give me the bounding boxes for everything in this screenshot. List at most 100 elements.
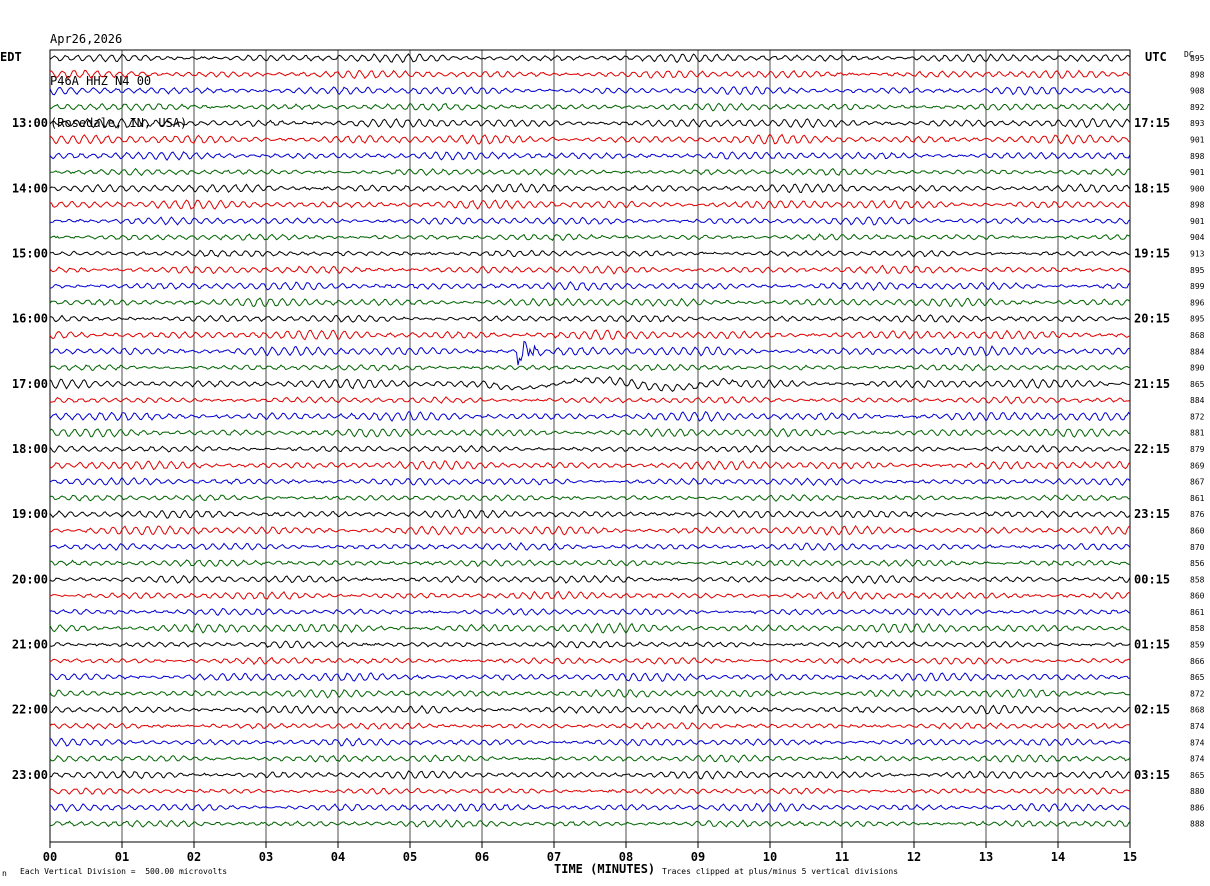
trace-row-37 — [49, 656, 1131, 666]
dc-offset-value: 865 — [1190, 673, 1205, 682]
dc-offset-value: 895 — [1190, 315, 1205, 324]
header-date: Apr26,2026 — [50, 32, 123, 46]
left-time-label: 15:00 — [12, 247, 48, 261]
dc-offset-value: 888 — [1190, 820, 1205, 829]
right-timezone-label: UTC — [1145, 50, 1167, 64]
dc-offset-value: 898 — [1190, 201, 1205, 210]
dc-offset-value: 874 — [1190, 738, 1205, 747]
x-tick-label: 02 — [187, 850, 201, 864]
trace-row-32 — [49, 574, 1131, 585]
dc-offset-value: 879 — [1190, 445, 1205, 454]
dc-offset-value: 874 — [1190, 722, 1205, 731]
dc-offset-value: 860 — [1190, 526, 1205, 535]
x-tick-label: 12 — [907, 850, 921, 864]
dc-offset-value: 893 — [1190, 119, 1205, 128]
dc-offset-value: 886 — [1190, 803, 1205, 812]
left-time-label: 20:00 — [12, 572, 48, 586]
right-time-label: 18:15 — [1134, 181, 1170, 195]
trace-row-17 — [49, 329, 1131, 341]
x-tick-label: 10 — [763, 850, 777, 864]
dc-offset-value: 892 — [1190, 103, 1205, 112]
trace-row-25 — [49, 460, 1131, 471]
trace-row-4 — [49, 117, 1131, 129]
dc-offset-value: 898 — [1190, 152, 1205, 161]
trace-row-47 — [49, 819, 1131, 828]
left-time-label: 13:00 — [12, 116, 48, 130]
trace-row-40 — [49, 704, 1131, 715]
trace-row-31 — [49, 559, 1131, 568]
trace-row-44 — [49, 770, 1131, 780]
trace-row-10 — [49, 216, 1131, 226]
dc-offset-value: 861 — [1190, 608, 1205, 617]
trace-row-9 — [49, 199, 1131, 210]
scale-note: Each Vertical Division = 500.00 microvol… — [20, 867, 228, 876]
dc-offset-value: 898 — [1190, 70, 1205, 79]
dc-offset-value: 884 — [1190, 347, 1205, 356]
dc-offset-value: 860 — [1190, 592, 1205, 601]
left-time-label: 18:00 — [12, 442, 48, 456]
right-time-label: 23:15 — [1134, 507, 1170, 521]
x-tick-label: 08 — [619, 850, 633, 864]
left-time-label: 19:00 — [12, 507, 48, 521]
header-location: (Rosedale, IN, USA) — [50, 116, 188, 130]
trace-row-24 — [49, 444, 1131, 453]
trace-row-34 — [49, 607, 1131, 617]
clip-note: Traces clipped at plus/minus 5 vertical … — [662, 867, 899, 876]
trace-row-16 — [49, 314, 1131, 323]
trace-row-23 — [49, 428, 1131, 438]
left-time-label: 22:00 — [12, 703, 48, 717]
x-tick-label: 14 — [1051, 850, 1065, 864]
dc-offset-value: 880 — [1190, 787, 1205, 796]
dc-offset-value: 872 — [1190, 412, 1205, 421]
trace-row-2 — [49, 85, 1131, 96]
trace-row-0 — [49, 53, 1131, 64]
left-time-label: 21:00 — [12, 638, 48, 652]
dc-offset-value: 869 — [1190, 461, 1205, 470]
trace-row-39 — [49, 688, 1131, 699]
dc-offset-value: 884 — [1190, 396, 1205, 405]
trace-row-27 — [49, 493, 1131, 502]
x-tick-label: 11 — [835, 850, 849, 864]
x-tick-label: 04 — [331, 850, 345, 864]
trace-row-33 — [49, 590, 1131, 600]
trace-row-14 — [49, 281, 1131, 292]
dc-offset-value: 876 — [1190, 510, 1205, 519]
dc-offset-value: 872 — [1190, 689, 1205, 698]
trace-row-26 — [49, 476, 1131, 487]
dc-offset-value: 901 — [1190, 135, 1205, 144]
trace-row-3 — [49, 102, 1131, 112]
dc-offset-value: 868 — [1190, 331, 1205, 340]
dc-offset-value: 858 — [1190, 575, 1205, 584]
left-timezone-label: EDT — [0, 50, 22, 64]
trace-row-46 — [49, 802, 1131, 813]
dc-offset-value: 890 — [1190, 364, 1205, 373]
dc-offset-value: 913 — [1190, 250, 1205, 259]
right-time-label: 22:15 — [1134, 442, 1170, 456]
trace-row-29 — [49, 525, 1131, 536]
dc-offset-value: 901 — [1190, 168, 1205, 177]
trace-row-21 — [49, 396, 1131, 405]
trace-row-43 — [49, 754, 1131, 764]
dc-offset-value: 861 — [1190, 494, 1205, 503]
right-time-label: 02:15 — [1134, 703, 1170, 717]
trace-row-5 — [49, 133, 1131, 145]
dc-offset-value: 900 — [1190, 184, 1205, 193]
right-time-label: 20:15 — [1134, 312, 1170, 326]
right-time-label: 01:15 — [1134, 638, 1170, 652]
dc-offset-value: 874 — [1190, 755, 1205, 764]
dc-offset-value: 868 — [1190, 706, 1205, 715]
right-time-label: 19:15 — [1134, 247, 1170, 261]
trace-row-45 — [49, 787, 1131, 795]
dc-offset-value: 865 — [1190, 380, 1205, 389]
right-time-label: 03:15 — [1134, 768, 1170, 782]
dc-offset-header: DC — [1184, 50, 1194, 59]
x-tick-label: 07 — [547, 850, 561, 864]
left-time-label: 16:00 — [12, 312, 48, 326]
trace-row-42 — [49, 737, 1131, 747]
x-tick-label: 01 — [115, 850, 129, 864]
x-tick-label: 03 — [259, 850, 273, 864]
trace-row-36 — [49, 640, 1131, 649]
x-tick-label: 00 — [43, 850, 57, 864]
dc-offset-value: 870 — [1190, 543, 1205, 552]
